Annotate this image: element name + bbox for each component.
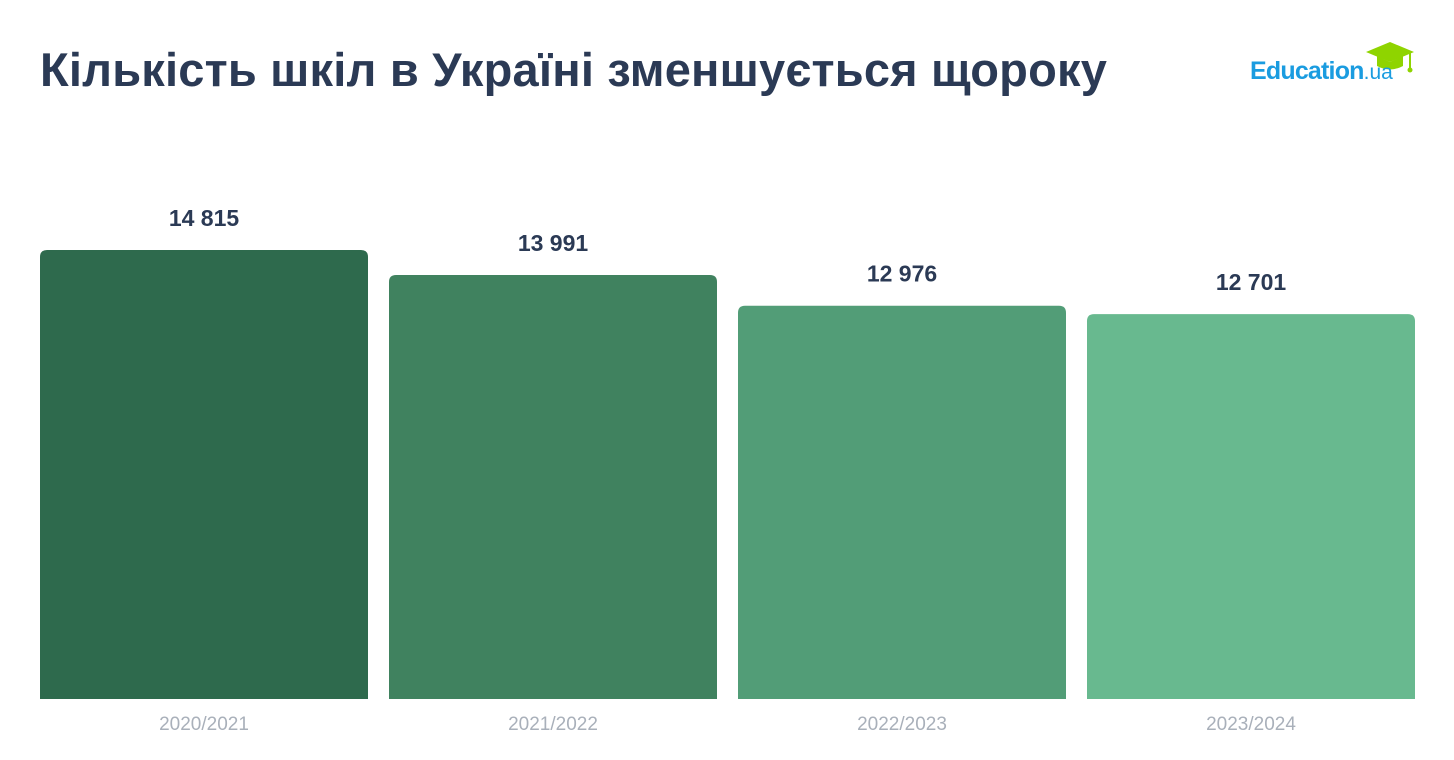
logo-brand: Education [1250,57,1364,85]
bar-2021-2022 [389,274,717,699]
value-label: 14 815 [169,205,240,231]
education-ua-logo[interactable]: Education.ua [1250,40,1420,90]
category-label: 2021/2022 [508,714,598,735]
value-label: 12 701 [1216,269,1287,295]
bar-2020-2021 [40,250,368,699]
graduation-cap-icon [1366,42,1414,73]
logo-suffix: .ua [1363,61,1393,84]
value-label: 13 991 [518,230,589,256]
category-label: 2020/2021 [159,714,249,735]
logo-wordmark: Education.ua [1250,57,1393,86]
value-label: 12 976 [867,261,937,287]
bar-2023-2024 [1087,314,1415,699]
chart-title: Кількість шкіл в Україні зменшується щор… [40,43,1108,96]
category-label: 2023/2024 [1206,714,1296,735]
category-label: 2022/2023 [857,714,947,735]
bar-2022-2023 [738,305,1066,699]
